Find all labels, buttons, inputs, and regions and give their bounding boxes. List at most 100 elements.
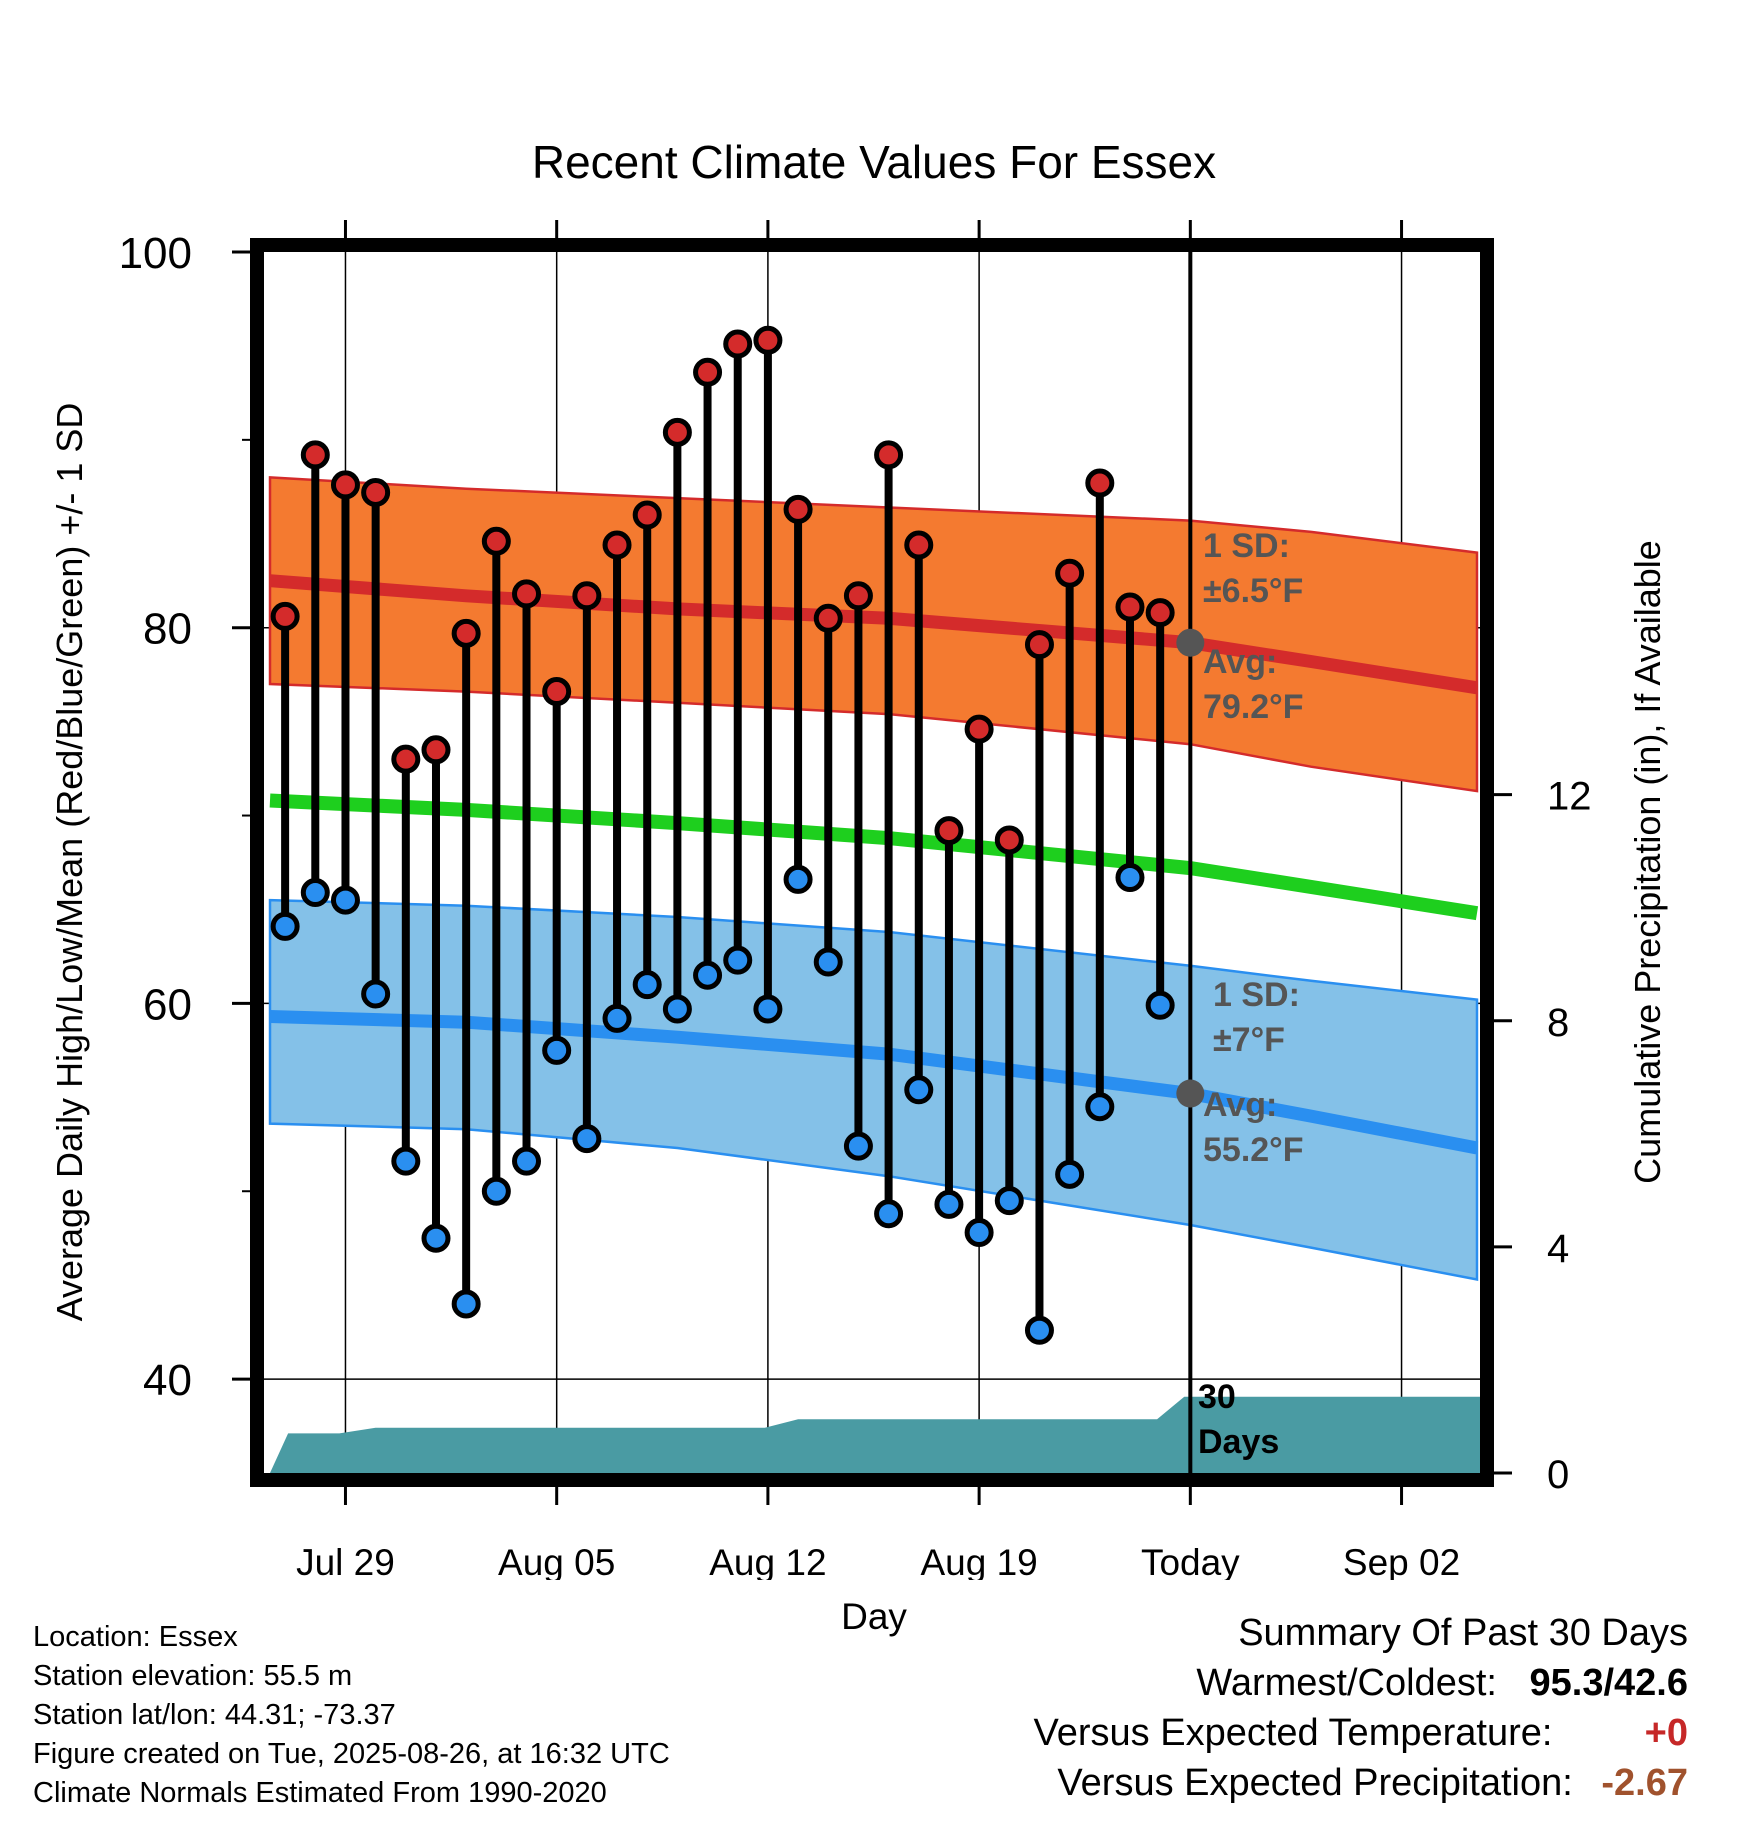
meta-latlon: Station lat/lon: 44.31; -73.37 [33, 1699, 396, 1731]
high-temp-point [391, 744, 421, 774]
high-temp-point [1085, 468, 1115, 498]
high-temp-point [1145, 598, 1175, 628]
high-sd-band [268, 476, 1479, 793]
high-temp-point [542, 677, 572, 707]
today-low-avg-marker [1176, 1079, 1205, 1108]
axes: 40 60 80 100 0 4 8 12 Jul 29 Aug 05 Aug 12 Aug 19 To… [49, 220, 1668, 1580]
meta-elevation: Station elevation: 55.5 m [33, 1660, 353, 1692]
high-temp-point [843, 581, 873, 611]
high-temp-point [1055, 558, 1085, 588]
high-temp-point [693, 357, 723, 387]
summary-panel: Summary Of Past 30 Days Warmest/Coldest:… [900, 1612, 1688, 1822]
y2-tick-label: 8 [1547, 1001, 1569, 1045]
temp-anomaly-label: Versus Expected Temperature: [1033, 1712, 1553, 1754]
low-temp-point [632, 970, 662, 1000]
high-sd-label: 1 SD: [1203, 527, 1290, 565]
warm-cold-label: Warmest/Coldest: [1196, 1662, 1497, 1704]
low-sd-value: ±7°F [1213, 1021, 1285, 1059]
low-temp-point [1085, 1092, 1115, 1122]
low-temp-point [300, 878, 330, 908]
high-temp-point [512, 579, 542, 609]
x-tick-label: Today [1141, 1542, 1240, 1580]
low-temp-point [813, 947, 843, 977]
high-temp-point [874, 440, 904, 470]
high-temp-point [813, 603, 843, 633]
grid-lines [264, 252, 1480, 1473]
daily-range-stems [281, 340, 1165, 1331]
y2-tick-label: 4 [1547, 1227, 1569, 1271]
today-high-avg-marker [1176, 628, 1205, 657]
annotations: 1 SD: ±6.5°F Avg: 79.2°F 1 SD: ±7°F Avg:… [1198, 527, 1304, 1461]
low-temp-point [330, 885, 360, 915]
high-avg-value: 79.2°F [1203, 688, 1304, 726]
low-temp-point [843, 1131, 873, 1161]
low-temp-point [1055, 1159, 1085, 1189]
low-sd-label: 1 SD: [1213, 976, 1300, 1014]
x-tick-label: Jul 29 [296, 1542, 395, 1580]
normal-bands [268, 476, 1479, 1282]
precip-area [270, 1396, 1480, 1473]
high-temp-point [481, 526, 511, 556]
high-temp-point [753, 325, 783, 355]
low-temp-point [964, 1218, 994, 1248]
warm-cold-value: 95.3/42.6 [1529, 1662, 1688, 1704]
y-tick-label: 40 [143, 1356, 192, 1405]
precip-cumulative-area [270, 1396, 1480, 1473]
low-temp-point [1115, 863, 1145, 893]
y-tick-label: 60 [143, 980, 192, 1029]
low-temp-point [723, 945, 753, 975]
low-avg-value: 55.2°F [1203, 1131, 1304, 1169]
low-temp-point [1145, 990, 1175, 1020]
summary-title: Summary Of Past 30 Days [1238, 1612, 1688, 1654]
low-temp-point [904, 1075, 934, 1105]
x-axis-title: Day [841, 1596, 907, 1637]
high-temp-point [572, 581, 602, 611]
meta-location: Location: Essex [33, 1621, 238, 1653]
low-temp-point [693, 960, 723, 990]
low-temp-point [451, 1289, 481, 1319]
high-temp-point [602, 530, 632, 560]
precip-anomaly-value: -2.67 [1601, 1762, 1688, 1804]
low-temp-point [270, 911, 300, 941]
low-temp-point [391, 1146, 421, 1176]
low-temp-point [874, 1199, 904, 1229]
plot-frame [250, 238, 1494, 1487]
low-temp-point [542, 1035, 572, 1065]
low-temp-point [662, 994, 692, 1024]
summary-warm-cold: Warmest/Coldest: 95.3/42.6 [1196, 1662, 1688, 1705]
high-temp-point [330, 470, 360, 500]
low-temp-point [753, 994, 783, 1024]
meta-created: Figure created on Tue, 2025-08-26, at 16… [33, 1738, 670, 1770]
low-temp-point [783, 864, 813, 894]
temp-anomaly-value: +0 [1644, 1712, 1688, 1754]
high-temp-point [1024, 630, 1054, 660]
low-temp-point [481, 1176, 511, 1206]
low-temp-point [994, 1186, 1024, 1216]
climate-chart: Recent Climate Values For Essex 40608010… [49, 136, 1668, 1580]
y-axis-label: Average Daily High/Low/Mean (Red/Blue/Gr… [49, 403, 90, 1322]
low-sd-band [268, 898, 1479, 1282]
summary-precip: Versus Expected Precipitation: -2.67 [1057, 1762, 1688, 1805]
low-temp-point [512, 1146, 542, 1176]
x-tick-label: Aug 05 [498, 1542, 615, 1580]
y2-tick-label: 0 [1547, 1453, 1569, 1497]
meta-normals: Climate Normals Estimated From 1990-2020 [33, 1777, 607, 1809]
low-temp-point [361, 979, 391, 1009]
high-temp-point [361, 477, 391, 507]
mean-avg-line [269, 793, 1479, 921]
plot-layers [264, 252, 1480, 1473]
high-avg-label: Avg: [1203, 643, 1277, 681]
today-marker [1176, 252, 1205, 1473]
high-temp-point [964, 714, 994, 744]
days-word: Days [1198, 1423, 1279, 1461]
high-temp-point [994, 825, 1024, 855]
high-temp-point [904, 530, 934, 560]
daily-points [270, 325, 1175, 1345]
high-temp-point [1115, 592, 1145, 622]
low-temp-point [421, 1223, 451, 1253]
high-temp-point [451, 618, 481, 648]
low-temp-point [1024, 1315, 1054, 1345]
high-temp-point [421, 735, 451, 765]
low-temp-point [572, 1124, 602, 1154]
low-avg-label: Avg: [1203, 1086, 1277, 1124]
